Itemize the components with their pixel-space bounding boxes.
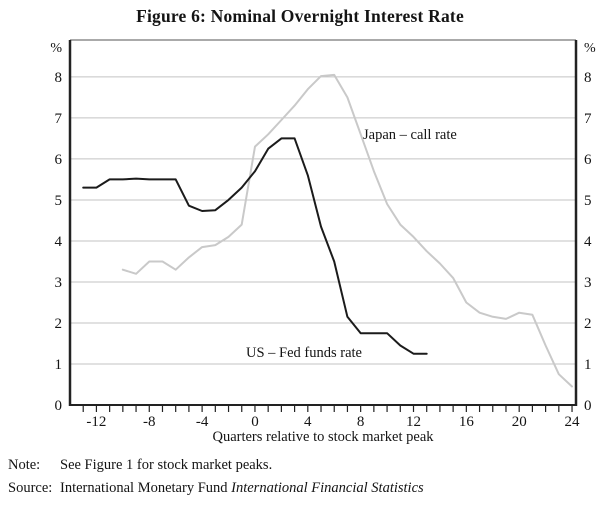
source-label: Source: — [8, 480, 53, 496]
y-tick-label-left: 0 — [55, 398, 63, 414]
y-tick-label-right: 8 — [584, 70, 592, 86]
series-line-us — [82, 137, 428, 355]
y-tick-label-right: 5 — [584, 193, 592, 209]
note-row: Note: See Figure 1 for stock market peaks… — [8, 456, 592, 474]
y-tick-label-right: 4 — [584, 234, 592, 250]
y-axis-unit-left: % — [50, 41, 62, 56]
x-tick-label: 16 — [459, 414, 475, 430]
note-text: See Figure 1 for stock market peaks. — [60, 457, 273, 473]
x-tick-label: -12 — [86, 414, 106, 430]
x-tick-label: 8 — [357, 414, 365, 430]
y-tick-label-right: 0 — [584, 398, 592, 414]
x-tick-label: 12 — [406, 414, 421, 430]
y-tick-label-right: 1 — [584, 357, 592, 373]
source-row: Source: International Monetary Fund Inter… — [8, 479, 592, 497]
y-tick-label-left: 2 — [55, 316, 63, 332]
x-axis-title: Quarters relative to stock market peak — [212, 429, 434, 445]
y-tick-label-left: 4 — [55, 234, 63, 250]
y-tick-label-left: 5 — [55, 193, 63, 209]
y-tick-label-left: 1 — [55, 357, 63, 373]
y-axis-unit-right: % — [584, 41, 596, 56]
y-tick-label-left: 7 — [55, 111, 63, 127]
y-tick-label-left: 6 — [55, 152, 63, 168]
x-tick-label: 24 — [565, 414, 581, 430]
chart-title: Figure 6: Nominal Overnight Interest Rat… — [136, 6, 464, 26]
note-label: Note: — [8, 457, 41, 473]
series-line-japan — [121, 73, 573, 388]
x-tick-label: 20 — [512, 414, 527, 430]
x-tick-label: -4 — [196, 414, 209, 430]
y-tick-label-right: 6 — [584, 152, 592, 168]
series-label-us: US – Fed funds rate — [246, 345, 362, 361]
series-label-japan: Japan – call rate — [363, 127, 457, 143]
y-tick-label-left: 8 — [55, 70, 63, 86]
y-tick-label-right: 3 — [584, 275, 592, 291]
interest-rate-chart: -12 -8 -4 0 4 8 12 16 20 240 01 12 23 34 45 56 67 78 8% %Qu… — [50, 39, 596, 445]
y-tick-label-right: 7 — [584, 111, 592, 127]
source-text: International Monetary Fund Internationa… — [60, 480, 424, 496]
y-tick-label-right: 2 — [584, 316, 592, 332]
y-tick-label-left: 3 — [55, 275, 63, 291]
x-tick-label: 4 — [304, 414, 312, 430]
x-tick-label: 0 — [251, 414, 259, 430]
x-tick-label: -8 — [143, 414, 156, 430]
